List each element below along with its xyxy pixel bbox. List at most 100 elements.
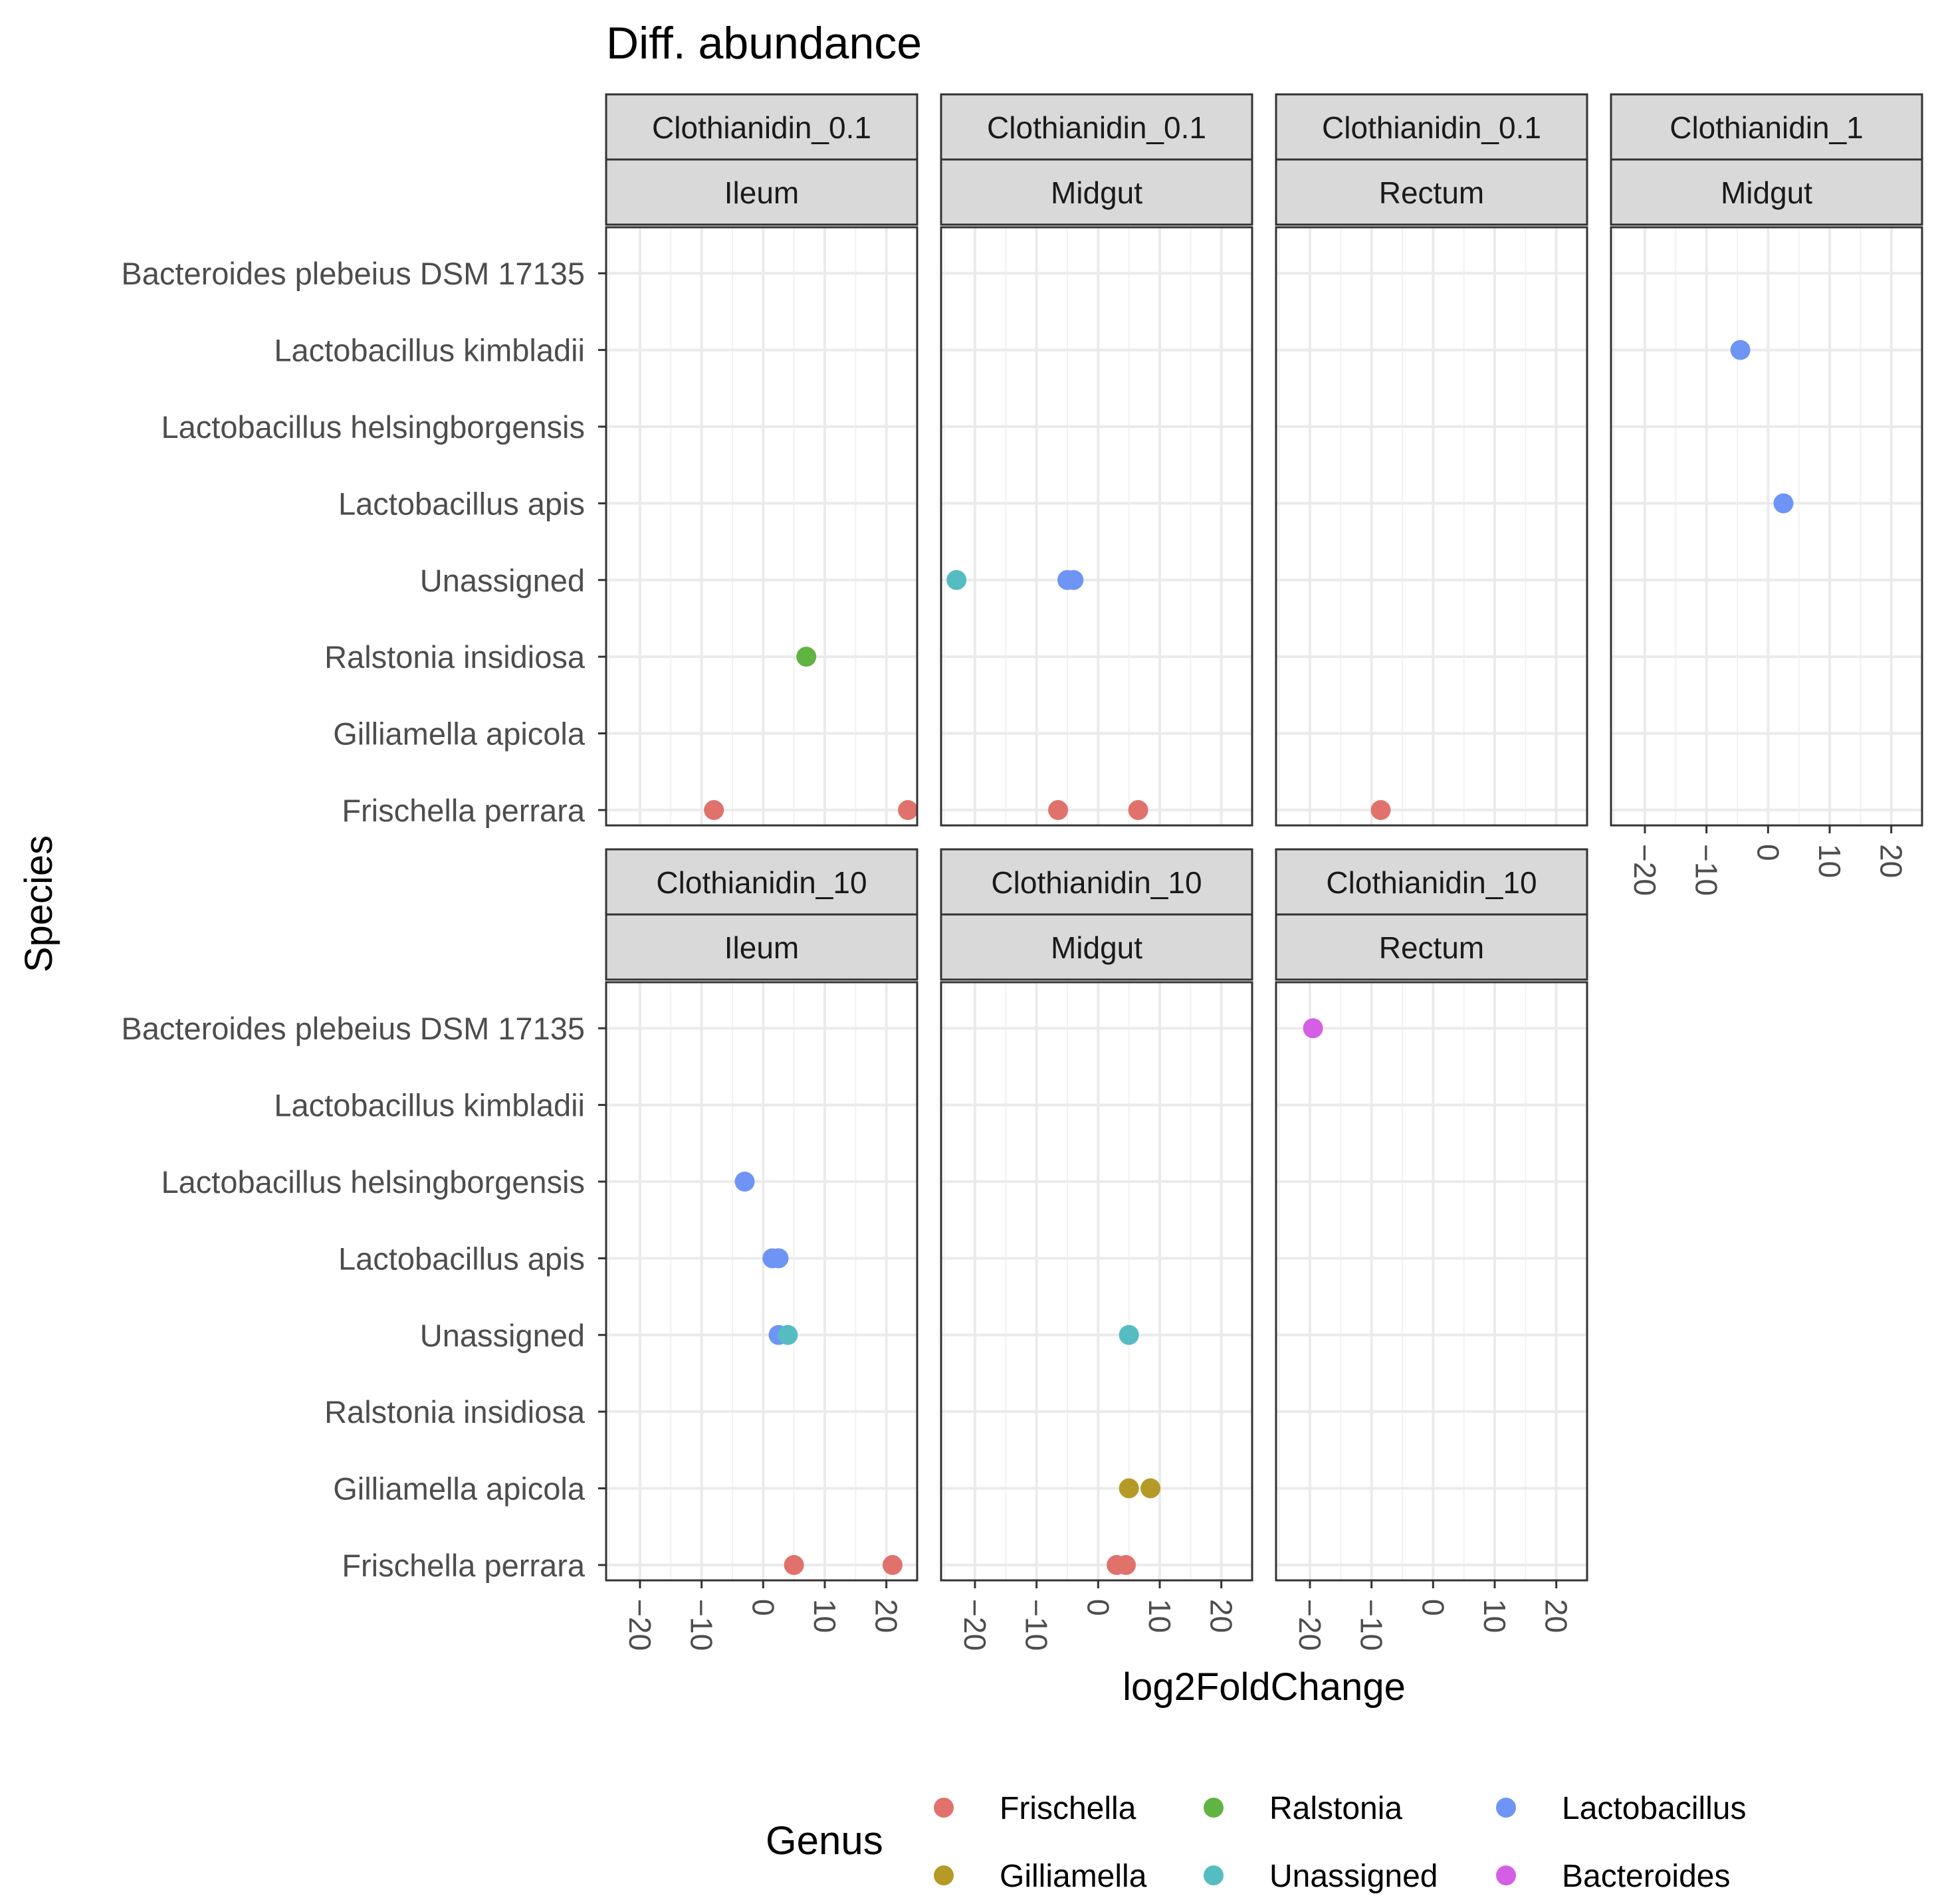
x-tick-label: −20 [623,1599,657,1651]
facet-strip-treatment [1610,93,1923,161]
x-tick-label: −10 [1354,1599,1389,1651]
data-point [1063,570,1084,590]
y-tick-label: Lactobacillus kimbladii [274,333,585,368]
data-point [796,647,817,667]
legend-label: Ralstonia [1269,1791,1402,1826]
facet-strip-treatment [605,93,918,161]
x-tick-label: −10 [685,1599,719,1651]
data-point [768,1248,789,1269]
data-point [1370,799,1391,820]
y-tick-label: Lactobacillus helsingborgensis [161,1164,585,1200]
y-tick-label: Unassigned [420,1318,585,1353]
facet-strip-tissue [605,913,918,981]
x-tick-label: 10 [808,1599,842,1633]
facet-strip-tissue-label: Rectum [1379,930,1484,965]
x-tick-label: 10 [1812,844,1847,878]
y-tick-label: Lactobacillus apis [338,1241,585,1276]
data-point [1730,340,1751,360]
facet-panel: Clothianidin_0.1 Ileum Bacteroides plebeiu… [121,93,918,828]
panel-border [1275,226,1588,827]
data-point [1119,1478,1139,1499]
panel-border [605,981,918,1582]
facet-panel: Clothianidin_0.1 Midgut [940,93,1253,827]
legend-key [1204,1798,1224,1818]
facet-strip-tissue [940,913,1253,981]
legend-label: Lactobacillus [1562,1791,1747,1826]
facet-strip-tissue-label: Ileum [724,930,799,965]
x-tick-label: −20 [1628,844,1662,896]
x-tick-label: 10 [1477,1599,1512,1633]
x-tick-label: 20 [1204,1599,1239,1633]
legend-title: Genus [766,1818,883,1863]
y-tick-label: Unassigned [420,563,585,598]
data-point [1128,799,1148,820]
x-tick-label: 10 [1142,1599,1177,1633]
facet-strip-tissue-label: Midgut [1051,175,1142,210]
legend-key [1204,1865,1224,1885]
legend-label: Unassigned [1269,1859,1438,1894]
facet-strip-treatment-label: Clothianidin_10 [1326,865,1537,900]
x-tick-label: −10 [1020,1599,1054,1651]
data-point [1119,1324,1139,1345]
facet-panel: Clothianidin_1 Midgut −20 −10 0 10 20 [1610,93,1923,896]
legend-label: Frischella [1000,1791,1136,1826]
y-tick-label: Ralstonia insidiosa [324,1394,586,1429]
facet-strip-treatment [1275,93,1588,161]
facet-strip-tissue [1275,913,1588,981]
x-tick-label: 20 [869,1599,904,1633]
y-tick-label: Bacteroides plebeius DSM 17135 [121,256,585,291]
facet-strip-tissue [1275,158,1588,226]
legend-key [934,1865,954,1885]
y-tick-label: Gilliamella apicola [333,1471,586,1507]
facet-strip-treatment-label: Clothianidin_10 [991,865,1202,900]
y-axis-title: Species [17,835,60,972]
data-point [704,799,724,820]
facet-strip-tissue [605,158,918,226]
legend-key [1496,1798,1516,1818]
data-point [1140,1478,1161,1499]
data-point [1116,1554,1136,1575]
legend-key [934,1798,954,1818]
panel-background [606,227,917,825]
legend: Genus Frischella Ralstonia Lactobacillus Gil… [766,1791,1747,1894]
facet-panel: Clothianidin_10 Ileum Bacteroides plebeius… [121,848,918,1651]
data-point [1048,799,1069,820]
chart-title: Diff. abundance [606,18,922,68]
panel-background [941,982,1252,1580]
data-point [784,1554,804,1575]
legend-label: Bacteroides [1562,1859,1730,1894]
facet-strip-treatment-label: Clothianidin_0.1 [652,110,871,145]
data-point [778,1324,798,1345]
y-tick-label: Bacteroides plebeius DSM 17135 [121,1011,585,1046]
panel-background [606,982,917,1580]
x-tick-label: −20 [958,1599,992,1651]
facet-panel: Clothianidin_0.1 Rectum [1275,93,1588,827]
x-tick-label: −20 [1293,1599,1327,1651]
facet-strip-treatment-label: Clothianidin_1 [1669,110,1864,145]
y-tick-label: Frischella perrara [342,1548,586,1583]
panel-border [1610,226,1923,827]
data-point [734,1172,755,1192]
legend-key [1496,1865,1516,1885]
y-tick-label: Lactobacillus kimbladii [274,1088,585,1123]
panel-background [1276,982,1587,1580]
panel-background [1611,227,1922,825]
panel-background [941,227,1252,825]
panel-border [940,226,1253,827]
data-point [1303,1018,1323,1039]
x-tick-label: 0 [1751,844,1785,861]
facet-strip-treatment-label: Clothianidin_0.1 [1322,110,1541,145]
x-tick-label: 0 [746,1599,780,1616]
facet-strip-treatment [605,848,918,916]
x-tick-label: −10 [1689,844,1724,896]
panels: Clothianidin_0.1 Ileum Bacteroides plebeiu… [121,93,1923,1651]
facet-strip-tissue-label: Rectum [1379,175,1484,210]
facet-panel: Clothianidin_10 Midgut −20 −10 0 10 20 [940,848,1253,1651]
panel-border [940,981,1253,1582]
x-tick-label: 0 [1416,1599,1450,1616]
data-point [898,799,918,820]
data-point [1773,493,1794,514]
data-point [946,570,967,590]
x-tick-label: 0 [1081,1599,1115,1616]
